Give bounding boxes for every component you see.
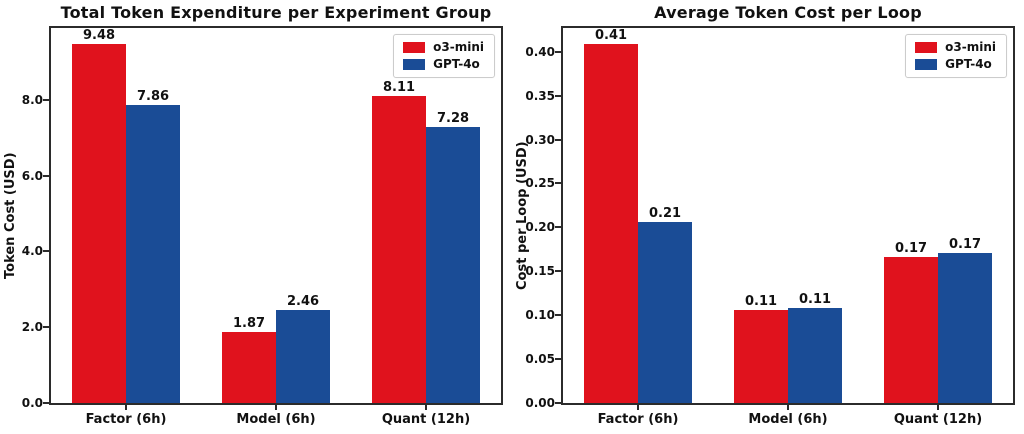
x-tick-mark [425, 405, 427, 410]
y-tick-label-0.00: 0.00 [525, 396, 555, 410]
plot-area: o3-mini GPT-4o 9.48 7.86 1.87 2.46 8.11 7.28 [49, 26, 503, 405]
y-tick-label-6.0: 6.0 [21, 168, 43, 183]
bar-value-label: 7.86 [136, 89, 170, 105]
x-tick-label-quant-12h: Quant (12h) [893, 412, 983, 427]
y-tick-label-0.20: 0.20 [525, 220, 555, 235]
y-tick-mark [555, 270, 561, 273]
x-tick-label-model-6h: Model (6h) [748, 412, 828, 427]
bar-value-label: 7.28 [436, 111, 470, 127]
legend-label: o3-mini [433, 40, 484, 54]
y-tick-mark [43, 174, 49, 177]
x-tick-mark [637, 405, 639, 410]
y-axis-label: Cost per Loop (USD) [515, 141, 530, 290]
y-tick-mark [43, 326, 49, 329]
bar-value-label: 0.11 [798, 292, 832, 308]
x-tick-mark [275, 405, 277, 410]
y-tick-label-2.0: 2.0 [21, 320, 43, 335]
bar-value-label: 0.17 [948, 236, 982, 252]
plot-area: o3-mini GPT-4o 0.41 0.21 0.11 0.11 0.17 0.17 [561, 26, 1015, 405]
legend-entry-o3-mini: o3-mini [403, 41, 484, 54]
bar-value-label: 0.21 [648, 206, 682, 222]
y-tick-label-0.05: 0.05 [525, 352, 555, 367]
x-tick-label-model-6h: Model (6h) [236, 412, 316, 427]
legend-entry-o3-mini: o3-mini [915, 41, 996, 54]
bar-gpt-4o-factor-6h: 0.21 [638, 206, 692, 403]
chart-title: Average Token Cost per Loop [654, 3, 922, 22]
legend: o3-mini GPT-4o [905, 34, 1007, 78]
chart-title: Total Token Expenditure per Experiment G… [60, 3, 492, 22]
chart-total-token-expenditure: Total Token Expenditure per Experiment G… [3, 3, 503, 427]
x-tick-mark [787, 405, 789, 410]
y-tick-label-0.25: 0.25 [525, 176, 555, 191]
bar-value-label: 0.17 [894, 241, 928, 257]
y-tick-mark [555, 50, 561, 53]
legend: o3-mini GPT-4o [393, 34, 495, 78]
y-tick-mark [43, 402, 49, 404]
bar-gpt-4o-quant-12h: 7.28 [426, 111, 480, 403]
bar-o3-mini-quant-12h: 0.17 [884, 241, 938, 403]
bar-value-label: 9.48 [82, 27, 116, 43]
y-tick-mark [555, 314, 561, 317]
y-tick-mark [43, 250, 49, 253]
x-tick-label-factor-6h: Factor (6h) [597, 412, 679, 427]
legend-swatch-gpt-4o [915, 59, 938, 70]
y-tick-label-0.30: 0.30 [525, 132, 555, 147]
y-tick-label-0.15: 0.15 [525, 264, 555, 279]
legend-label: GPT-4o [945, 57, 992, 71]
bar-value-label: 8.11 [382, 79, 416, 95]
x-tick-mark [937, 405, 939, 410]
y-tick-mark [555, 358, 561, 361]
x-tick-mark [125, 405, 127, 410]
y-tick-label-0.35: 0.35 [525, 88, 555, 103]
bar-gpt-4o-factor-6h: 7.86 [126, 89, 180, 403]
bar-value-label: 1.87 [232, 316, 266, 332]
legend-entry-gpt-4o: GPT-4o [915, 58, 996, 71]
bar-o3-mini-model-6h: 1.87 [222, 316, 276, 403]
legend-swatch-gpt-4o [403, 59, 426, 70]
y-tick-mark [555, 138, 561, 141]
legend-label: o3-mini [945, 40, 996, 54]
bar-value-label: 0.11 [744, 293, 778, 309]
bar-gpt-4o-model-6h: 0.11 [788, 292, 842, 403]
y-tick-mark [555, 402, 561, 404]
y-tick-mark [555, 226, 561, 229]
bar-o3-mini-model-6h: 0.11 [734, 294, 788, 403]
y-axis-label: Token Cost (USD) [3, 152, 18, 279]
chart-average-cost-per-loop: Average Token Cost per Loop Cost per Loo… [512, 0, 1024, 434]
y-tick-label-0.0: 0.0 [21, 396, 43, 410]
y-tick-label-4.0: 4.0 [21, 244, 43, 259]
y-tick-label-0.40: 0.40 [525, 44, 555, 59]
legend-swatch-o3-mini [403, 42, 426, 53]
x-tick-label-quant-12h: Quant (12h) [381, 412, 471, 427]
bar-o3-mini-factor-6h: 9.48 [72, 28, 126, 403]
x-tick-label-factor-6h: Factor (6h) [85, 412, 167, 427]
y-tick-mark [555, 182, 561, 185]
bar-o3-mini-quant-12h: 8.11 [372, 80, 426, 403]
bar-gpt-4o-quant-12h: 0.17 [938, 237, 992, 403]
y-tick-mark [43, 98, 49, 101]
bar-o3-mini-factor-6h: 0.41 [584, 28, 638, 403]
legend-swatch-o3-mini [915, 42, 938, 53]
bar-value-label: 0.41 [594, 27, 628, 43]
y-tick-label-8.0: 8.0 [21, 92, 43, 107]
bar-gpt-4o-model-6h: 2.46 [276, 294, 330, 403]
legend-entry-gpt-4o: GPT-4o [403, 58, 484, 71]
y-tick-mark [555, 94, 561, 97]
bar-value-label: 2.46 [286, 293, 320, 309]
y-tick-label-0.10: 0.10 [525, 308, 555, 323]
legend-label: GPT-4o [433, 57, 480, 71]
